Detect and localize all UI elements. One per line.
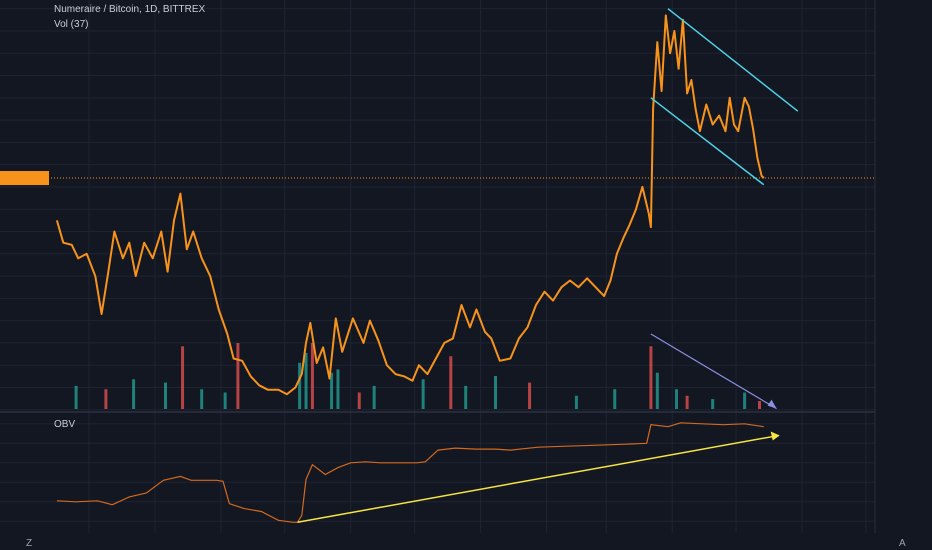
volume-bar <box>655 372 659 409</box>
volume-bar <box>298 362 302 409</box>
volume-bar <box>674 389 678 409</box>
volume-bar <box>336 369 340 409</box>
volume-bar <box>528 382 532 409</box>
volume-trend-arrow <box>650 333 777 410</box>
grid-lines <box>0 0 875 533</box>
volume-bar <box>711 399 715 409</box>
obv-arrowhead <box>770 431 780 441</box>
volume-arrowhead <box>767 399 777 409</box>
volume-bar <box>649 346 653 409</box>
obv-indicator-label: OBV <box>54 419 75 430</box>
channel-lower-line <box>650 97 765 186</box>
volume-bar <box>223 392 227 409</box>
volume-bar <box>758 401 762 409</box>
price-series <box>55 14 765 396</box>
volume-bar <box>132 379 136 409</box>
volume-indicator-label: Vol (37) <box>54 19 88 30</box>
volume-bar <box>104 389 108 409</box>
obv-series <box>56 422 764 523</box>
autoscale-icon[interactable]: A <box>899 538 906 549</box>
volume-bar <box>449 356 453 409</box>
timezone-icon[interactable]: Z <box>26 538 32 549</box>
volume-bar <box>494 376 498 409</box>
obv-line <box>56 422 764 523</box>
volume-bars <box>74 343 762 409</box>
volume-bar <box>164 382 168 409</box>
volume-bar <box>304 352 308 409</box>
volume-bar <box>421 379 425 409</box>
obv-trend-arrow <box>297 434 779 524</box>
volume-bar <box>74 385 78 409</box>
volume-bar <box>330 372 334 409</box>
last-price-tag <box>0 171 49 186</box>
volume-bar <box>743 392 747 409</box>
price-line <box>55 14 765 396</box>
annotations <box>0 8 875 524</box>
volume-bar <box>357 392 361 409</box>
volume-bar <box>574 395 578 409</box>
channel-upper-line <box>667 8 799 112</box>
volume-bar <box>181 346 185 409</box>
volume-bar <box>372 385 376 409</box>
volume-bar <box>685 395 689 409</box>
volume-bar <box>310 343 314 409</box>
volume-bar <box>236 343 240 409</box>
volume-bar <box>200 389 204 409</box>
volume-bar <box>464 385 468 409</box>
volume-bar <box>613 389 617 409</box>
chart-title: Numeraire / Bitcoin, 1D, BITTREX <box>54 4 205 15</box>
